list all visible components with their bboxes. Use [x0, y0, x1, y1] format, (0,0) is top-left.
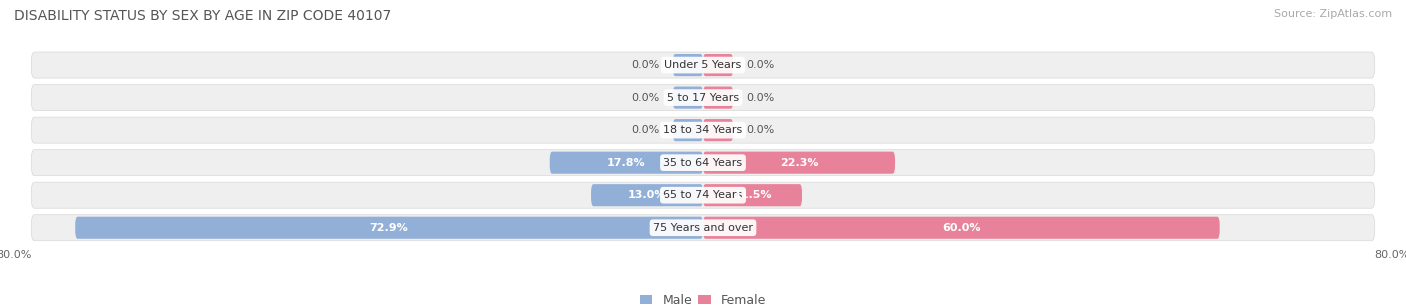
FancyBboxPatch shape [673, 87, 703, 109]
Text: Under 5 Years: Under 5 Years [665, 60, 741, 70]
FancyBboxPatch shape [31, 150, 1375, 176]
Text: 0.0%: 0.0% [747, 60, 775, 70]
FancyBboxPatch shape [31, 215, 1375, 241]
FancyBboxPatch shape [591, 184, 703, 206]
FancyBboxPatch shape [703, 54, 733, 76]
Text: 60.0%: 60.0% [942, 223, 980, 233]
Text: 0.0%: 0.0% [747, 93, 775, 102]
FancyBboxPatch shape [550, 152, 703, 174]
Text: 17.8%: 17.8% [607, 158, 645, 168]
Text: 65 to 74 Years: 65 to 74 Years [664, 190, 742, 200]
FancyBboxPatch shape [31, 117, 1375, 143]
Text: DISABILITY STATUS BY SEX BY AGE IN ZIP CODE 40107: DISABILITY STATUS BY SEX BY AGE IN ZIP C… [14, 9, 391, 23]
Legend: Male, Female: Male, Female [636, 289, 770, 305]
Text: 11.5%: 11.5% [734, 190, 772, 200]
Text: Source: ZipAtlas.com: Source: ZipAtlas.com [1274, 9, 1392, 19]
Text: 0.0%: 0.0% [631, 93, 659, 102]
Text: 0.0%: 0.0% [631, 125, 659, 135]
Text: 13.0%: 13.0% [628, 190, 666, 200]
Text: 22.3%: 22.3% [780, 158, 818, 168]
FancyBboxPatch shape [75, 217, 703, 239]
FancyBboxPatch shape [31, 182, 1375, 208]
FancyBboxPatch shape [673, 119, 703, 141]
FancyBboxPatch shape [703, 184, 801, 206]
Text: 18 to 34 Years: 18 to 34 Years [664, 125, 742, 135]
Text: 5 to 17 Years: 5 to 17 Years [666, 93, 740, 102]
Text: 75 Years and over: 75 Years and over [652, 223, 754, 233]
FancyBboxPatch shape [703, 217, 1219, 239]
Text: 35 to 64 Years: 35 to 64 Years [664, 158, 742, 168]
FancyBboxPatch shape [703, 87, 733, 109]
FancyBboxPatch shape [703, 119, 733, 141]
FancyBboxPatch shape [703, 152, 896, 174]
FancyBboxPatch shape [31, 52, 1375, 78]
Text: 0.0%: 0.0% [631, 60, 659, 70]
Text: 72.9%: 72.9% [370, 223, 409, 233]
Text: 0.0%: 0.0% [747, 125, 775, 135]
FancyBboxPatch shape [31, 84, 1375, 111]
FancyBboxPatch shape [673, 54, 703, 76]
